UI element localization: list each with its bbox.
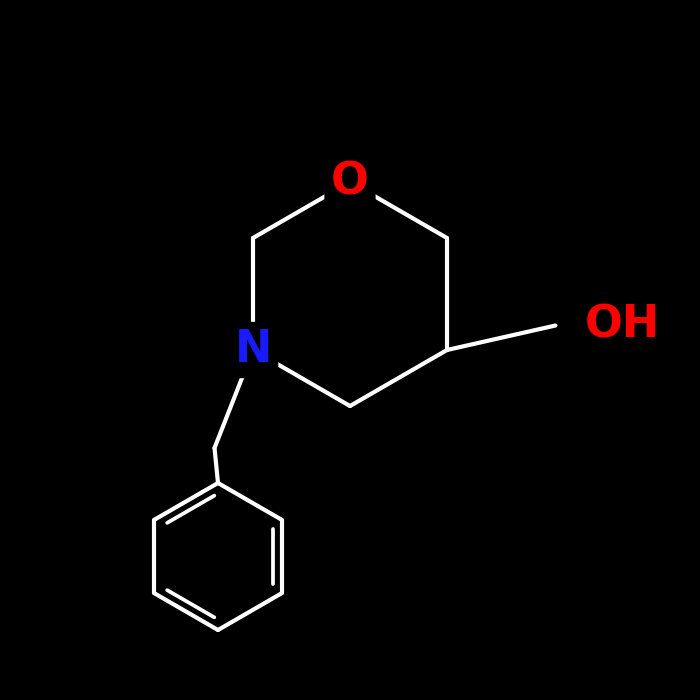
Text: O: O: [331, 160, 369, 204]
Text: OH: OH: [585, 304, 660, 347]
Text: N: N: [234, 328, 272, 372]
